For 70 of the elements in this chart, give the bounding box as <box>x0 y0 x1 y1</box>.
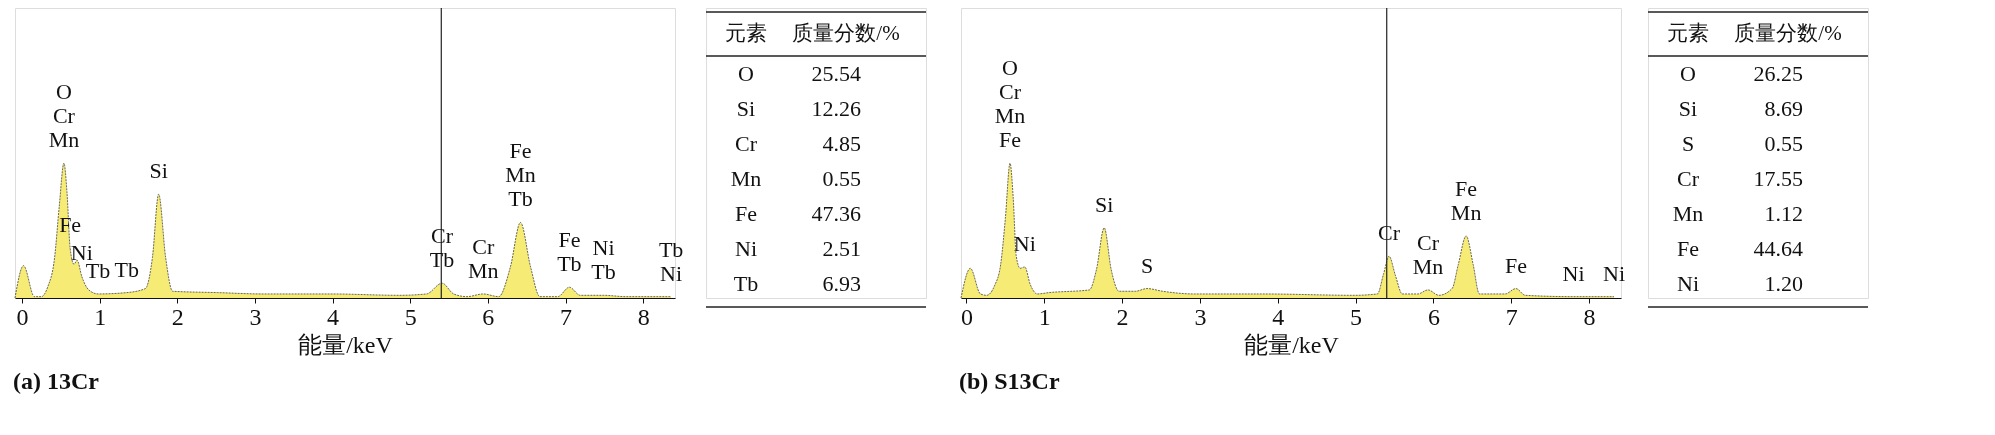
annotation: Cr Mn <box>1412 229 1444 279</box>
x-axis-title: 能量/keV <box>1244 331 1340 358</box>
category-label: Mn <box>1672 200 1704 226</box>
annotation: Ni Tb <box>591 235 616 285</box>
data-label: 25.54 <box>811 60 861 86</box>
x-tick-label: 2 <box>1116 303 1129 330</box>
x-tick-label: 6 <box>1427 303 1440 330</box>
annotation: Tb <box>114 256 140 282</box>
category-label: Ni <box>735 235 757 261</box>
category-label: O <box>738 60 754 86</box>
data-label: 17.55 <box>1753 165 1803 191</box>
category-label: Cr <box>1677 165 1700 191</box>
x-tick-label: 4 <box>1272 303 1285 330</box>
data-label: 12.26 <box>811 95 861 121</box>
x-tick-label: 2 <box>171 303 184 330</box>
x-tick-label: 7 <box>560 303 573 330</box>
x-tick-label: 3 <box>1194 303 1207 330</box>
data-label: 6.93 <box>822 270 861 296</box>
x-tick-label: 5 <box>404 303 417 330</box>
annotation: S <box>1140 252 1154 278</box>
text: 质量分数/% <box>1734 21 1842 45</box>
x-tick-label: 7 <box>1505 303 1518 330</box>
x-tick-label: 8 <box>1583 303 1596 330</box>
data-label: 26.25 <box>1753 60 1803 86</box>
annotation: Fe Mn Tb <box>505 138 536 212</box>
x-tick-label: 1 <box>1038 303 1051 330</box>
data-label: 44.64 <box>1753 235 1803 261</box>
annotation: O Cr Mn <box>48 79 80 153</box>
annotation: Cr Mn <box>467 233 499 283</box>
text: (b) S13Cr <box>958 367 1060 394</box>
data-label: 1.12 <box>1764 200 1803 226</box>
text: 元素 <box>1667 21 1709 45</box>
annotation: O Cr Mn Fe <box>994 55 1026 153</box>
text: 元素 <box>725 21 767 45</box>
x-tick-label: 8 <box>637 303 650 330</box>
category-label: Fe <box>1677 235 1699 261</box>
category-label: Si <box>1678 95 1698 121</box>
data-label: 0.55 <box>1764 130 1803 156</box>
text: 质量分数/% <box>792 21 900 45</box>
annotation: Fe <box>1504 252 1527 278</box>
x-tick-label: 1 <box>94 303 107 330</box>
annotation: Fe Tb <box>557 227 582 277</box>
x-tick-label: 3 <box>249 303 262 330</box>
annotation: Fe Mn <box>1450 175 1482 225</box>
data-label: 2.51 <box>822 235 861 261</box>
category-label: Tb <box>733 270 759 296</box>
x-tick-label: 4 <box>327 303 340 330</box>
category-label: O <box>1680 60 1696 86</box>
annotation: Tb Ni <box>658 236 684 286</box>
x-tick-label: 0 <box>16 303 29 330</box>
data-label: 4.85 <box>822 130 861 156</box>
category-label: Fe <box>735 200 757 226</box>
data-label: 47.36 <box>811 200 861 226</box>
text: (a) 13Cr <box>12 367 100 394</box>
annotation: Ni <box>1603 260 1625 286</box>
category-label: S <box>1681 130 1695 156</box>
x-tick-label: 5 <box>1350 303 1363 330</box>
data-label: 1.20 <box>1764 270 1803 296</box>
x-tick-label: 0 <box>960 303 973 330</box>
annotation: Si <box>1095 191 1114 217</box>
annotation: Si <box>149 158 168 184</box>
data-label: 0.55 <box>822 165 861 191</box>
x-tick-label: 6 <box>482 303 495 330</box>
category-label: Mn <box>730 165 762 191</box>
category-label: Cr <box>735 130 758 156</box>
category-label: Ni <box>1677 270 1699 296</box>
data-label: 8.69 <box>1764 95 1803 121</box>
category-label: Si <box>736 95 756 121</box>
annotation: Ni <box>1562 260 1585 286</box>
x-axis-title: 能量/keV <box>298 331 394 358</box>
